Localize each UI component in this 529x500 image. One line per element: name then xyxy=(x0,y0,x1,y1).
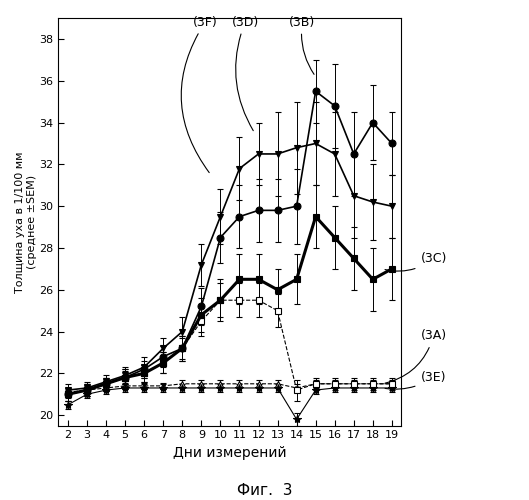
Text: (3A): (3A) xyxy=(385,329,446,383)
Text: (3D): (3D) xyxy=(232,16,259,130)
Text: (3B): (3B) xyxy=(289,16,315,74)
Text: Фиг.  3: Фиг. 3 xyxy=(237,483,292,498)
X-axis label: Дни измерений: Дни измерений xyxy=(173,446,287,460)
Text: (3C): (3C) xyxy=(385,252,447,271)
Text: (3F): (3F) xyxy=(181,16,217,172)
Y-axis label: Толщина уха в 1/100 мм
(среднее ±SEM): Толщина уха в 1/100 мм (среднее ±SEM) xyxy=(15,151,37,292)
Text: (3E): (3E) xyxy=(385,371,446,389)
